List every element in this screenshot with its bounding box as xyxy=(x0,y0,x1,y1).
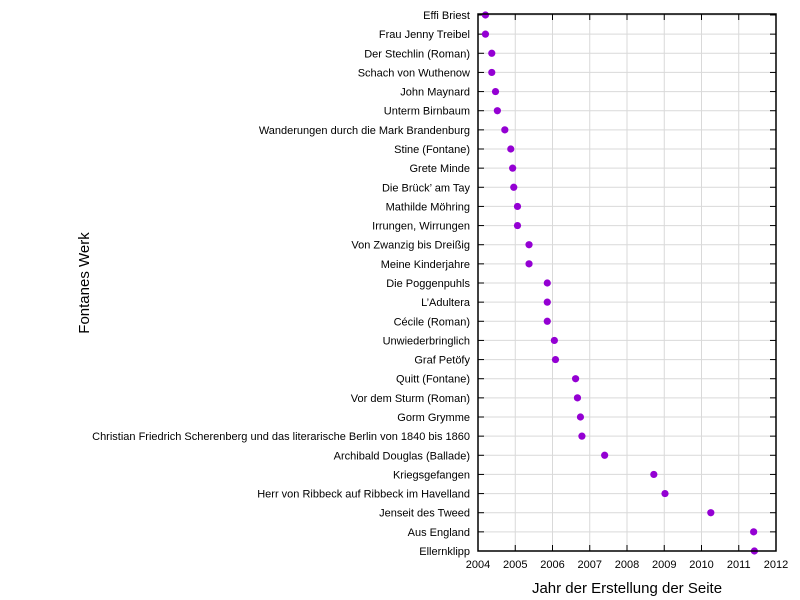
data-point xyxy=(750,528,758,536)
y-axis-title: Fontanes Werk xyxy=(76,232,93,334)
data-point xyxy=(573,394,582,402)
y-tick-label: Ellernklipp xyxy=(419,546,470,558)
y-tick-label: Graf Petöfy xyxy=(414,355,470,367)
data-point xyxy=(493,107,501,115)
data-point xyxy=(488,68,496,77)
y-tick-label: Mathilde Möhring xyxy=(386,201,470,213)
y-tick-label: Quitt (Fontane) xyxy=(396,374,470,386)
data-point xyxy=(571,375,580,383)
y-tick-label: Cécile (Roman) xyxy=(394,316,470,328)
y-tick-label: Stine (Fontane) xyxy=(394,144,470,156)
data-point xyxy=(509,164,517,172)
x-tick-label: 2007 xyxy=(578,559,602,571)
x-tick-label: 2005 xyxy=(503,559,527,571)
data-points xyxy=(481,11,758,555)
data-point xyxy=(491,87,500,96)
x-tick-labels: 2004 2005 2006 2007 2008 2009 2010 2011 2012 xyxy=(466,559,788,571)
data-point xyxy=(650,470,658,479)
data-point xyxy=(551,355,560,364)
y-tick-label: Jenseit des Tweed xyxy=(379,508,470,520)
data-point xyxy=(578,432,586,440)
x-tick-label: 2008 xyxy=(615,559,639,571)
y-tick-label: Grete Minde xyxy=(409,163,470,175)
data-point xyxy=(510,183,518,191)
y-tick-label: Archibald Douglas (Ballade) xyxy=(334,450,470,462)
y-tick-label: Herr von Ribbeck auf Ribbeck im Havellan… xyxy=(257,489,470,501)
y-tick-label: Christian Friedrich Scherenberg und das … xyxy=(92,431,470,443)
x-tick-label: 2011 xyxy=(727,559,751,571)
y-tick-label: Aus England xyxy=(408,527,470,539)
data-point xyxy=(576,413,585,421)
y-tick-label: John Maynard xyxy=(400,87,470,99)
y-tick-labels: Effi Briest Frau Jenny Treibel Der Stechli… xyxy=(92,10,471,558)
x-tick-label: 2004 xyxy=(466,559,490,571)
x-tick-label: 2010 xyxy=(689,559,713,571)
data-point xyxy=(543,317,551,325)
y-tick-label: Vor dem Sturm (Roman) xyxy=(351,393,470,405)
data-point xyxy=(661,489,669,498)
data-point xyxy=(550,336,558,345)
y-tick-label: Frau Jenny Treibel xyxy=(379,29,470,41)
x-tick-label: 2006 xyxy=(540,559,564,571)
y-tick-label: Meine Kinderjahre xyxy=(381,259,470,271)
data-point xyxy=(601,451,609,459)
y-tick-label: Schach von Wuthenow xyxy=(358,67,470,79)
data-point xyxy=(543,298,551,306)
data-point xyxy=(481,30,490,38)
y-tick-label: Unwiederbringlich xyxy=(383,335,470,347)
data-point xyxy=(488,49,496,57)
data-point xyxy=(513,202,522,211)
y-tick-label: Die Brück’ am Tay xyxy=(382,182,471,194)
y-tick-label: Gorm Grymme xyxy=(397,412,470,424)
x-axis-title: Jahr der Erstellung der Seite xyxy=(532,580,722,597)
y-tick-label: Kriegsgefangen xyxy=(393,469,470,481)
y-tick-label: L’Adultera xyxy=(421,297,471,309)
data-point xyxy=(501,126,509,134)
data-point xyxy=(525,241,533,249)
y-tick-label: Wanderungen durch die Mark Brandenburg xyxy=(259,125,470,137)
y-tick-label: Von Zwanzig bis Dreißig xyxy=(351,240,470,252)
data-point xyxy=(543,279,551,287)
x-tick-label: 2012 xyxy=(764,559,788,571)
data-point xyxy=(525,260,533,268)
y-tick-label: Die Poggenpuhls xyxy=(386,278,470,290)
y-tick-label: Irrungen, Wirrungen xyxy=(372,221,470,233)
y-tick-label: Unterm Birnbaum xyxy=(384,106,470,118)
grid-lines xyxy=(477,14,777,552)
y-tick-label: Der Stechlin (Roman) xyxy=(364,48,470,60)
y-tick-label: Effi Briest xyxy=(423,10,470,22)
data-point xyxy=(513,221,522,230)
plot-frame xyxy=(477,13,777,552)
data-point xyxy=(507,145,515,153)
data-point xyxy=(481,11,490,19)
x-tick-label: 2009 xyxy=(652,559,676,571)
data-point xyxy=(707,509,715,517)
